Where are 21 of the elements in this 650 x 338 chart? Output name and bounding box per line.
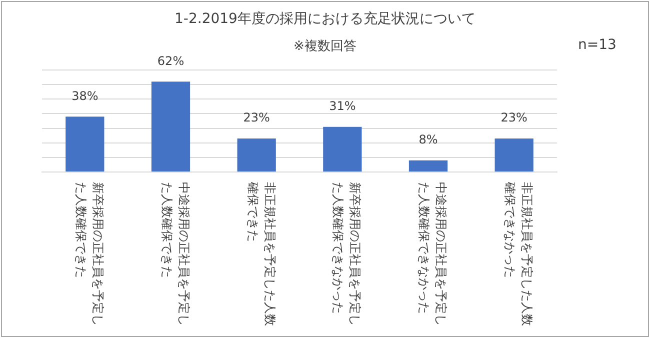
data-label: 23% bbox=[243, 110, 270, 125]
data-label: 23% bbox=[500, 110, 528, 125]
bar bbox=[408, 160, 448, 172]
bar bbox=[237, 138, 276, 172]
data-label: 31% bbox=[329, 98, 356, 113]
bar bbox=[151, 82, 190, 172]
x-tick-label: 非正規社員を予定した人数確保できなかった bbox=[502, 182, 536, 326]
x-tick-label: 非正規社員を予定した人数確保できた bbox=[244, 182, 278, 326]
text: n=13 bbox=[578, 37, 616, 53]
bar bbox=[66, 116, 104, 172]
chart-title: 1-2.2019年度の採用における充足状況について bbox=[174, 10, 476, 28]
text: ※複数回答 bbox=[294, 39, 356, 54]
x-tick-label: 新卒採用の正社員を予定した人数確保できなかった bbox=[330, 182, 364, 326]
x-tick-label: 新卒採用の正社員を予定した人数確保できた bbox=[72, 182, 106, 326]
x-tick-label: 中途採用の正社員を予定した人数確保できなかった bbox=[416, 182, 450, 326]
data-label: 62% bbox=[157, 54, 184, 68]
x-tick-label: 中途採用の正社員を予定した人数確保できた bbox=[158, 182, 192, 326]
bar bbox=[494, 138, 534, 172]
data-label: 8% bbox=[418, 132, 438, 146]
data-label: 38% bbox=[72, 88, 98, 103]
bar bbox=[323, 126, 362, 172]
